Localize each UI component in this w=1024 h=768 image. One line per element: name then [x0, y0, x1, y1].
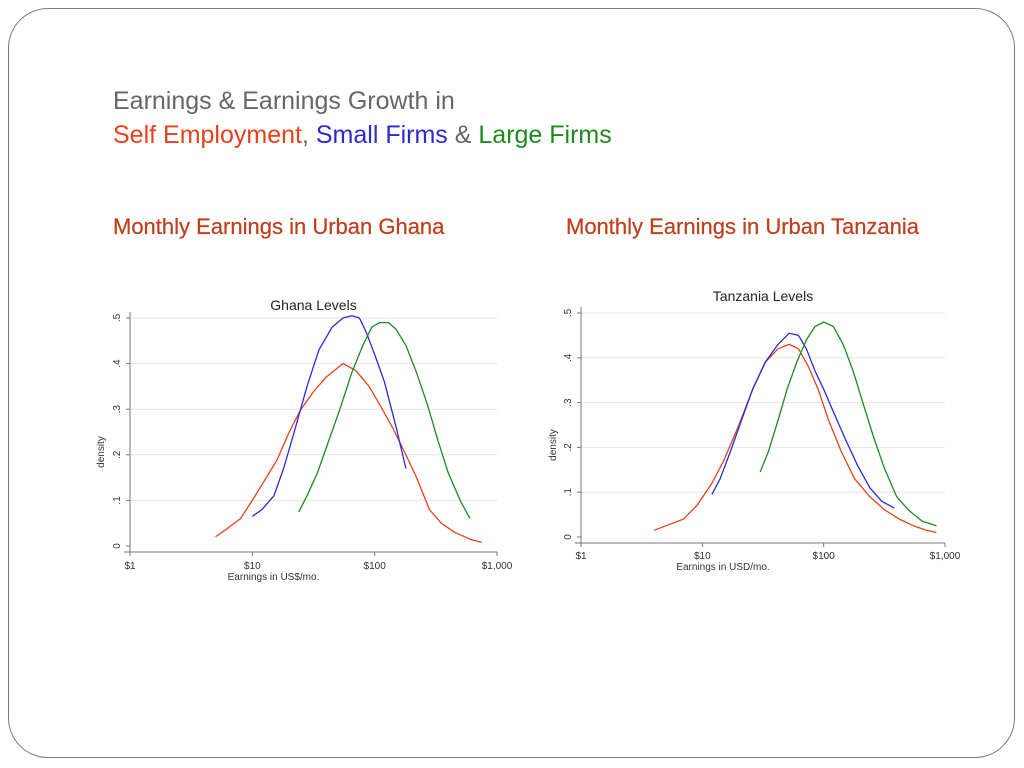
- x-tick-label: $100: [813, 551, 836, 562]
- title-line-1: Earnings & Earnings Growth in: [113, 87, 455, 115]
- series-line-1: [251, 315, 407, 517]
- y-tick-label: .1: [112, 496, 123, 505]
- chart-title: Tanzania Levels: [713, 288, 813, 304]
- heading-ghana: Monthly Earnings in Urban Ghana: [113, 214, 445, 239]
- y-tick-label: 0: [112, 543, 123, 549]
- y-tick-label: .5: [563, 308, 574, 317]
- y-axis-label: density: [548, 429, 559, 461]
- y-tick-label: .4: [563, 353, 574, 362]
- y-tick-label: .3: [112, 405, 123, 414]
- x-tick-label: $1: [575, 551, 587, 562]
- y-tick-label: .5: [112, 313, 123, 322]
- series-line-1: [711, 332, 895, 509]
- heading-tanzania: Monthly Earnings in Urban Tanzania: [566, 214, 920, 239]
- title-large-firms: Large Firms: [478, 121, 612, 149]
- title-separator: &: [447, 121, 479, 149]
- chart-ghana-levels: 0 .1 .2 .3 .4 .5 $1 $10 $100 $1,000 Ghana Levels Ea…: [92, 290, 513, 585]
- chart-title: Ghana Levels: [270, 297, 356, 313]
- y-tick-label: .4: [112, 359, 123, 368]
- chart-tanzania-levels: 0 .1 .2 .3 .4 .5 $1 $10 $100 $1,000 Tanzania Level…: [545, 280, 963, 578]
- title-self-employment: Self Employment: [113, 121, 302, 149]
- x-axis-label: Earnings in US$/mo.: [228, 572, 320, 583]
- y-tick-label: .1: [563, 488, 574, 497]
- x-tick-label: $1,000: [482, 561, 513, 572]
- chart-tanzania-svg: 0 .1 .2 .3 .4 .5 $1 $10 $100 $1,000 Tanzania Level…: [548, 288, 961, 573]
- x-tick-label: $10: [244, 561, 261, 572]
- y-tick-label: .2: [563, 443, 574, 452]
- y-tick-label: .2: [112, 450, 123, 459]
- slide-title: Earnings & Earnings Growth in Self Emplo…: [113, 84, 612, 152]
- x-tick-label: $1: [124, 561, 136, 572]
- title-line-2: Self Employment, Small Firms & Large Fir…: [113, 118, 612, 152]
- slide-frame: [8, 8, 1015, 758]
- chart-ghana-svg: 0 .1 .2 .3 .4 .5 $1 $10 $100 $1,000 Ghana Levels Ea…: [96, 297, 513, 583]
- series-line-0: [215, 362, 482, 544]
- series-line-0: [653, 343, 937, 534]
- series-line-2: [759, 321, 937, 527]
- x-tick-label: $10: [694, 551, 711, 562]
- x-tick-label: $100: [364, 561, 387, 572]
- x-tick-label: $1,000: [930, 551, 961, 562]
- series-line-2: [298, 321, 471, 519]
- y-tick-label: .3: [563, 398, 574, 407]
- y-axis-label: density: [96, 436, 107, 468]
- title-small-firms: Small Firms: [315, 121, 448, 149]
- title-separator: ,: [301, 121, 316, 149]
- y-tick-label: 0: [563, 534, 574, 540]
- x-axis-label: Earnings in USD/mo.: [676, 562, 769, 573]
